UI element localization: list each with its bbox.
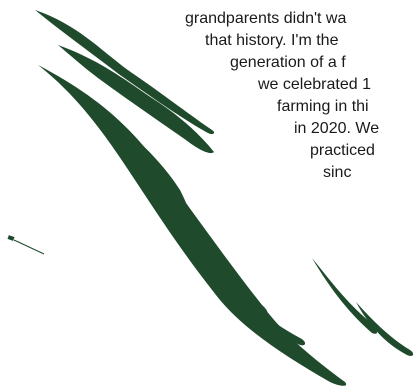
story-line-3: generation of a f — [230, 54, 346, 71]
brush-stroke-1 — [35, 10, 215, 135]
brush-stroke-3 — [38, 65, 347, 386]
brush-stroke-5 — [120, 140, 212, 252]
story-line-6: in 2020. We — [294, 120, 380, 137]
brush-stroke-6 — [210, 250, 268, 315]
brush-stroke-9 — [356, 302, 414, 356]
story-line-7: practiced — [310, 142, 375, 159]
brush-stroke-8 — [312, 258, 378, 334]
brush-fleck — [13, 239, 45, 255]
story-line-5: farming in thi — [277, 98, 369, 115]
story-line-8: sinc — [323, 164, 352, 181]
brush-dot — [7, 235, 15, 241]
brush-stroke-7 — [218, 276, 306, 346]
brush-stroke-4 — [110, 115, 188, 214]
story-line-1: grandparents didn't wa — [185, 10, 347, 27]
story-line-4: we celebrated 1 — [258, 76, 371, 93]
story-line-2: that history. I'm the — [205, 32, 339, 49]
brush-stroke-2 — [58, 45, 214, 154]
